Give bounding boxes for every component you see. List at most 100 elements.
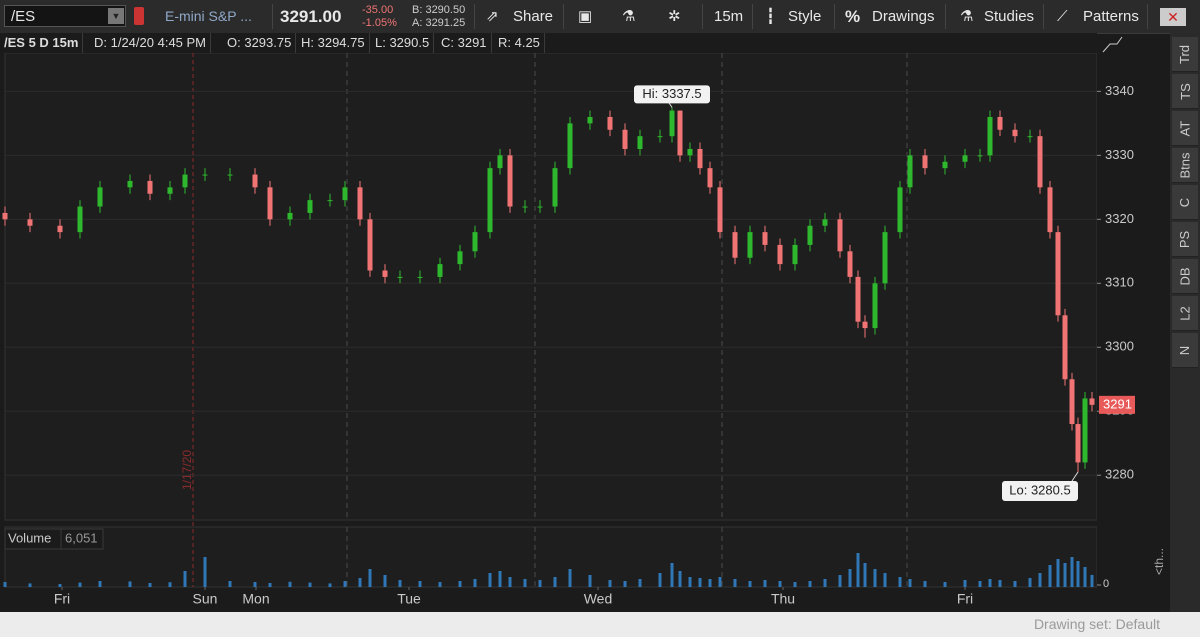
settings-icon[interactable]: ✲ [668, 8, 681, 25]
style-icon[interactable]: ┇ [766, 8, 776, 25]
volume-bar [873, 569, 877, 587]
volume-bar [128, 581, 132, 587]
candle-body [147, 180, 153, 194]
alert-icon[interactable]: ▣ [578, 8, 593, 25]
volume-bar [1048, 565, 1052, 587]
drawings[interactable]: Drawings [872, 8, 935, 25]
patterns-icon[interactable]: ⟋ [1057, 8, 1068, 25]
volume-bar [588, 575, 592, 587]
ask: A: 3291.25 [412, 17, 466, 29]
sidebar-tab[interactable]: Btns [1172, 148, 1198, 183]
volume-value-box [60, 528, 104, 550]
sidebar-tab[interactable]: TS [1172, 74, 1198, 109]
candle-body [497, 155, 503, 169]
candle-body [457, 251, 463, 265]
flag[interactable] [134, 7, 144, 25]
close[interactable]: ✕ [1160, 8, 1186, 26]
candle-body [687, 148, 693, 156]
volume-bar [418, 581, 422, 587]
sidebar-tab-label[interactable]: DB [1177, 266, 1193, 286]
interval[interactable]: 15m [714, 8, 744, 25]
volume-bar [793, 582, 797, 587]
expand[interactable]: <th... [1152, 548, 1166, 575]
separator [1147, 4, 1148, 29]
separator [702, 4, 703, 29]
separator [272, 4, 273, 29]
style[interactable]: Style [788, 8, 822, 25]
volume-bar [883, 573, 887, 587]
volume-bar [398, 580, 402, 587]
volume-bar [523, 579, 527, 587]
symbol-box[interactable]: /ES [4, 5, 126, 27]
candle-body [907, 155, 913, 188]
candle-body [977, 155, 983, 157]
candle-body [167, 187, 173, 194]
candle-body [537, 206, 543, 208]
bid: B: 3290.50 [412, 4, 466, 16]
candle-body [855, 276, 861, 322]
info-open: O: 3293.75 [223, 33, 297, 53]
candle-body [97, 187, 103, 207]
drawings-icon[interactable]: % [845, 7, 861, 26]
volume-bar [638, 579, 642, 587]
sidebar-tab-label[interactable]: Trd [1177, 44, 1193, 64]
sidebar-tab[interactable]: AT [1172, 111, 1198, 146]
volume-bar [898, 577, 902, 587]
volume-bar [1038, 573, 1042, 587]
sidebar-tab-label[interactable]: L2 [1177, 305, 1193, 321]
volume-bar [1070, 557, 1074, 587]
candle-body [1089, 398, 1095, 405]
sidebar-tab[interactable]: PS [1172, 222, 1198, 257]
sidebar-tab[interactable]: DB [1172, 259, 1198, 294]
volume-pane [4, 526, 1098, 588]
sidebar-tab-label[interactable]: C [1177, 197, 1193, 207]
studies-icon[interactable]: ⚗ [960, 8, 974, 25]
candle-body [717, 187, 723, 233]
volume-bar [228, 581, 232, 587]
sidebar-tab-label[interactable]: PS [1177, 230, 1193, 248]
candle-body [507, 155, 513, 207]
x-tick-label: Mon [242, 591, 269, 607]
candle-body [732, 232, 738, 258]
volume-bar [268, 583, 272, 587]
volume-bar [148, 583, 152, 587]
candle-body [707, 168, 713, 188]
studies[interactable]: Studies [984, 8, 1035, 25]
y-tick-label: 3310 [1105, 275, 1134, 290]
axis-icon [1102, 36, 1123, 53]
candle-body [307, 200, 313, 213]
volume-bar [203, 557, 207, 587]
sidebar-tab[interactable]: Trd [1172, 37, 1198, 72]
candle-body [437, 264, 443, 277]
candle-body [417, 276, 423, 278]
separator [834, 4, 835, 29]
sidebar-tab-label[interactable]: N [1177, 345, 1193, 355]
lab-icon[interactable]: ⚗ [622, 8, 636, 25]
volume-value: 6,051 [65, 530, 98, 545]
candle-body [792, 244, 798, 265]
candle-body [822, 219, 828, 226]
candle-body [472, 232, 478, 252]
sidebar-tab-label[interactable]: AT [1177, 120, 1193, 136]
dropdown[interactable]: ▼ [108, 8, 124, 24]
sidebar-tab-label[interactable]: Btns [1177, 151, 1193, 179]
sidebar-tab-label[interactable]: TS [1177, 82, 1193, 100]
y-tick-label: 3280 [1105, 467, 1134, 482]
volume-bar [856, 553, 860, 587]
share-icon[interactable]: ⇗ [486, 8, 499, 25]
y-tick-label: 3320 [1105, 211, 1134, 226]
volume-bar [838, 575, 842, 587]
share[interactable]: Share [513, 8, 554, 25]
candle-body [327, 200, 333, 202]
candle-body [1047, 187, 1053, 233]
sidebar-tab[interactable]: C [1172, 185, 1198, 220]
sidebar-tab[interactable]: N [1172, 333, 1198, 368]
sidebar-tab[interactable]: L2 [1172, 296, 1198, 331]
candle-body [862, 321, 868, 329]
patterns[interactable]: Patterns [1083, 8, 1139, 25]
y-tick-label: 3340 [1105, 83, 1134, 98]
price-pane [4, 52, 1098, 521]
volume-bar [923, 581, 927, 587]
drawing-set[interactable]: Drawing set: Default [1033, 616, 1160, 632]
